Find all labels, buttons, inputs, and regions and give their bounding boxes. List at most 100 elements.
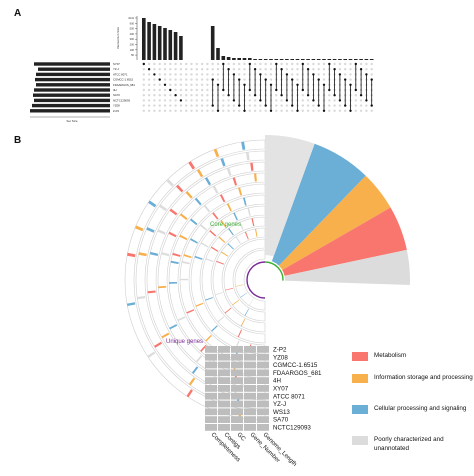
matrix-dot (227, 99, 230, 102)
matrix-dot (174, 78, 177, 81)
matrix-dot (232, 68, 236, 71)
heatmap-cell (218, 369, 230, 377)
gene-mark (204, 177, 212, 186)
heatmap-cell (244, 377, 256, 384)
genome-label: Z-P2 (273, 347, 287, 354)
intersection-bar (332, 59, 337, 60)
matrix-dot (328, 109, 331, 113)
matrix-dot (147, 73, 151, 76)
matrix-dot (169, 83, 172, 87)
matrix-dot (248, 94, 251, 97)
matrix-dot (238, 73, 241, 76)
matrix-dot (259, 99, 262, 102)
gene-mark (177, 316, 186, 322)
heatmap-cell (244, 361, 256, 369)
matrix-dot (142, 109, 145, 113)
matrix-dot (333, 109, 336, 113)
matrix-dot (206, 104, 209, 107)
matrix-dot (174, 73, 177, 76)
gene-mark (137, 296, 146, 300)
matrix-dot (365, 62, 368, 66)
matrix-dot (179, 88, 183, 92)
matrix-dot (264, 104, 267, 107)
matrix-dot (179, 99, 183, 102)
matrix-dot (359, 109, 363, 113)
intersection-bar (274, 59, 279, 60)
set-size-bar (35, 77, 110, 82)
genome-label: SA70 (273, 417, 289, 424)
matrix-dot (174, 68, 177, 71)
set-label: FDAARGOS_681 (113, 83, 135, 87)
matrix-dot (147, 99, 151, 102)
set-size-bar (38, 67, 110, 71)
matrix-dot (328, 94, 331, 97)
gene-mark (188, 377, 196, 386)
gene-mark (227, 243, 234, 250)
matrix-dot (317, 73, 320, 76)
matrix-dot (359, 62, 363, 66)
matrix-dot (285, 62, 289, 66)
matrix-dot (264, 109, 267, 113)
matrix-dot (200, 83, 204, 87)
heatmap-cell (244, 353, 256, 361)
gene-mark (205, 297, 214, 301)
set-size-bar (34, 62, 110, 66)
matrix-dot (264, 62, 267, 66)
gene-mark (210, 246, 219, 252)
gene-mark (212, 185, 219, 194)
matrix-dot (354, 99, 357, 102)
gene-mark (241, 141, 246, 150)
gene-mark (169, 281, 178, 284)
intersection-bar (301, 59, 305, 60)
matrix-dot (365, 104, 368, 107)
gene-mark (188, 161, 196, 170)
matrix-dot (174, 99, 177, 102)
matrix-dot (275, 94, 278, 97)
matrix-dot (190, 83, 193, 87)
matrix-dot (269, 73, 273, 76)
matrix-dot (333, 62, 336, 66)
gene-mark (127, 252, 136, 258)
set-size-bar (34, 98, 110, 103)
gene-mark (224, 307, 232, 314)
heatmap-cell (218, 361, 230, 369)
heatmap-cell (244, 385, 256, 392)
matrix-dot (275, 99, 278, 102)
intersection-bar (210, 26, 215, 60)
gene-mark (249, 298, 254, 306)
intersection-bar (226, 57, 231, 60)
gene-mark (186, 309, 195, 314)
cellular-swatch (352, 405, 368, 414)
matrix-dot (243, 62, 246, 66)
gene-mark (254, 173, 257, 182)
intersection-bar (285, 59, 289, 60)
heatmap-cell (218, 400, 230, 408)
matrix-dot (195, 88, 198, 92)
matrix-dot (142, 88, 145, 92)
matrix-dot (248, 109, 251, 113)
matrix-dot (195, 94, 198, 97)
matrix-dot (153, 104, 156, 107)
matrix-dot (328, 104, 331, 107)
gene-mark (244, 308, 250, 316)
matrix-dot (349, 62, 352, 66)
matrix-dot (365, 99, 368, 102)
legend-label: Information storage and processing (374, 374, 473, 381)
matrix-dot (153, 73, 156, 76)
gene-mark (176, 184, 184, 193)
matrix-dot (317, 109, 320, 113)
matrix-dot (264, 73, 267, 76)
gene-mark (147, 351, 156, 358)
matrix-dot (312, 109, 315, 113)
gene-mark (205, 258, 214, 263)
matrix-dot (248, 99, 251, 102)
heatmap-cell (218, 424, 230, 431)
matrix-dot (185, 109, 188, 113)
matrix-dot (153, 99, 156, 102)
set-label: Z-P2 (113, 109, 120, 113)
matrix-dot (169, 94, 172, 97)
intersection-tick-label: 300 (130, 37, 135, 41)
heatmap-cell (231, 361, 243, 369)
intersection-tick-label: 50 (131, 53, 134, 57)
matrix-dot (211, 68, 214, 71)
